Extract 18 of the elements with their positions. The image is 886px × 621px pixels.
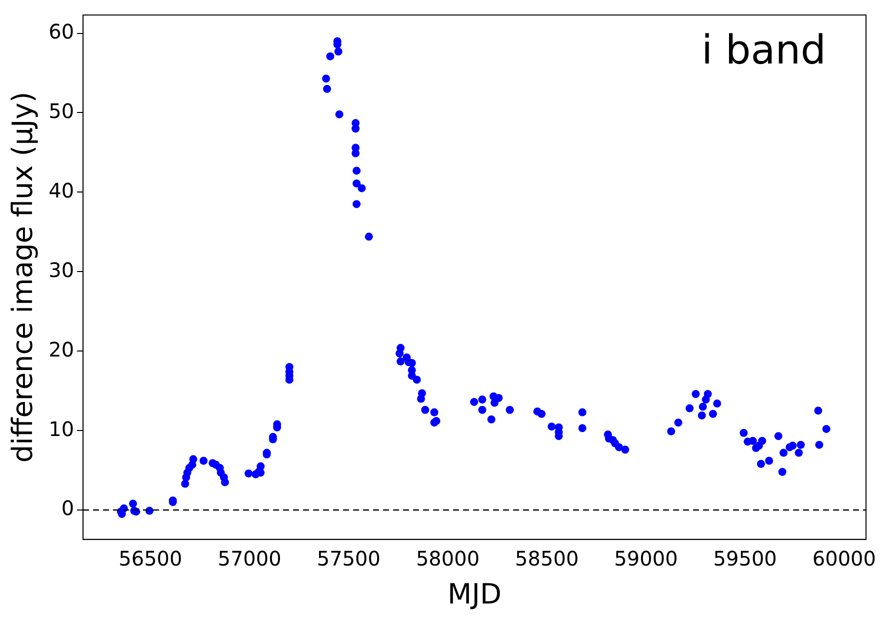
- y-tick-label: 40: [48, 178, 74, 202]
- annotation: i band: [702, 27, 826, 74]
- y-tick-label: 20: [48, 337, 74, 362]
- x-tick-label: 59000: [614, 546, 678, 571]
- y-axis-title: difference image flux (μJy): [6, 92, 40, 463]
- x-tick-label: 59500: [713, 546, 777, 571]
- y-tick-label: 50: [48, 98, 74, 123]
- y-tick-label: 0: [61, 496, 74, 520]
- x-tick-label: 58500: [515, 546, 579, 571]
- x-tick-label: 60000: [812, 546, 876, 571]
- x-axis-title: MJD: [448, 577, 502, 610]
- y-tick-label: 60: [48, 19, 74, 44]
- x-tick-label: 57000: [218, 546, 282, 571]
- x-tick-label: 56500: [118, 546, 182, 571]
- x-tick-label: 58000: [416, 546, 480, 571]
- y-tick-label: 10: [48, 416, 74, 441]
- x-tick-label: 57500: [316, 546, 380, 571]
- y-tick-label: 30: [48, 258, 74, 282]
